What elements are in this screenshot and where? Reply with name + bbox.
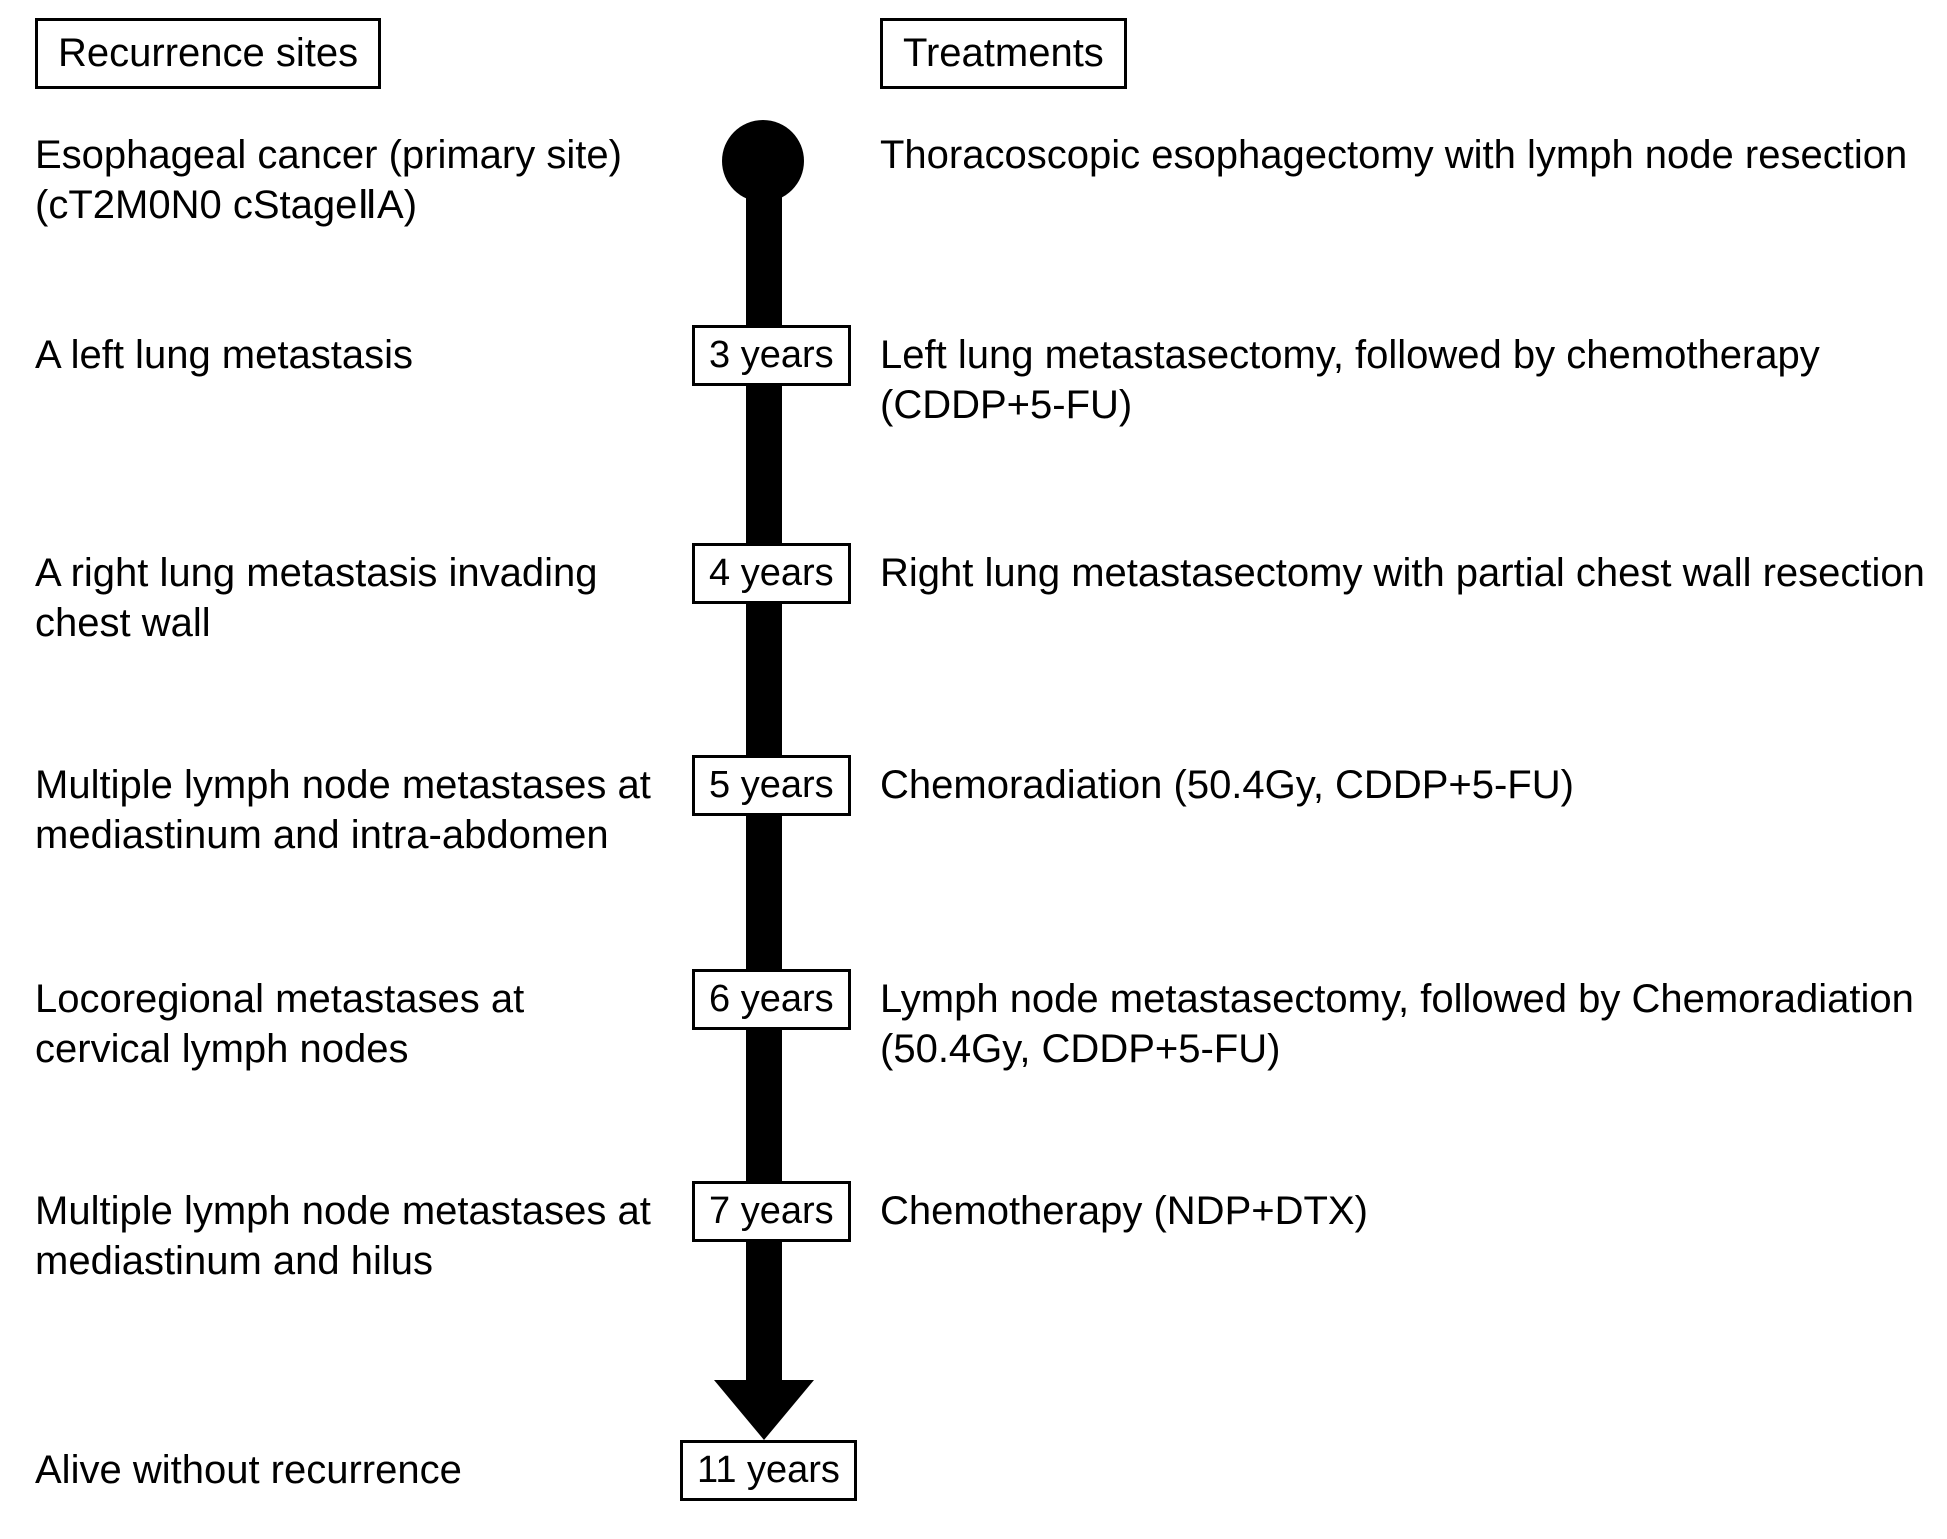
treatment-text-0: Thoracoscopic esophagectomy with lymph n…	[880, 130, 1930, 180]
timeline-diagram: Recurrence sites Treatments Esophageal c…	[0, 0, 1947, 1539]
recurrence-text-0: Esophageal cancer (primary site) (cT2M0N…	[35, 130, 655, 230]
recurrence-text-5: Multiple lymph node metastases at medias…	[35, 1186, 655, 1286]
timeline-start-circle	[722, 120, 804, 202]
recurrence-text-6: Alive without recurrence	[35, 1445, 655, 1495]
recurrence-text-1: A left lung metastasis	[35, 330, 655, 380]
right-column-header: Treatments	[880, 18, 1127, 89]
recurrence-text-4: Locoregional metastases at cervical lymp…	[35, 974, 655, 1074]
treatment-text-3: Chemoradiation (50.4Gy, CDDP+5-FU)	[880, 760, 1930, 810]
timeline-arrowhead	[714, 1380, 814, 1440]
time-label-6: 11 years	[680, 1440, 857, 1501]
time-label-4: 6 years	[692, 969, 851, 1030]
treatment-text-1: Left lung metastasectomy, followed by ch…	[880, 330, 1930, 430]
left-column-header: Recurrence sites	[35, 18, 381, 89]
time-label-2: 4 years	[692, 543, 851, 604]
recurrence-text-3: Multiple lymph node metastases at medias…	[35, 760, 655, 860]
treatment-text-2: Right lung metastasectomy with partial c…	[880, 548, 1930, 598]
recurrence-text-2: A right lung metastasis invading chest w…	[35, 548, 655, 648]
time-label-3: 5 years	[692, 755, 851, 816]
treatment-text-5: Chemotherapy (NDP+DTX)	[880, 1186, 1930, 1236]
time-label-5: 7 years	[692, 1181, 851, 1242]
treatment-text-4: Lymph node metastasectomy, followed by C…	[880, 974, 1930, 1074]
time-label-1: 3 years	[692, 325, 851, 386]
